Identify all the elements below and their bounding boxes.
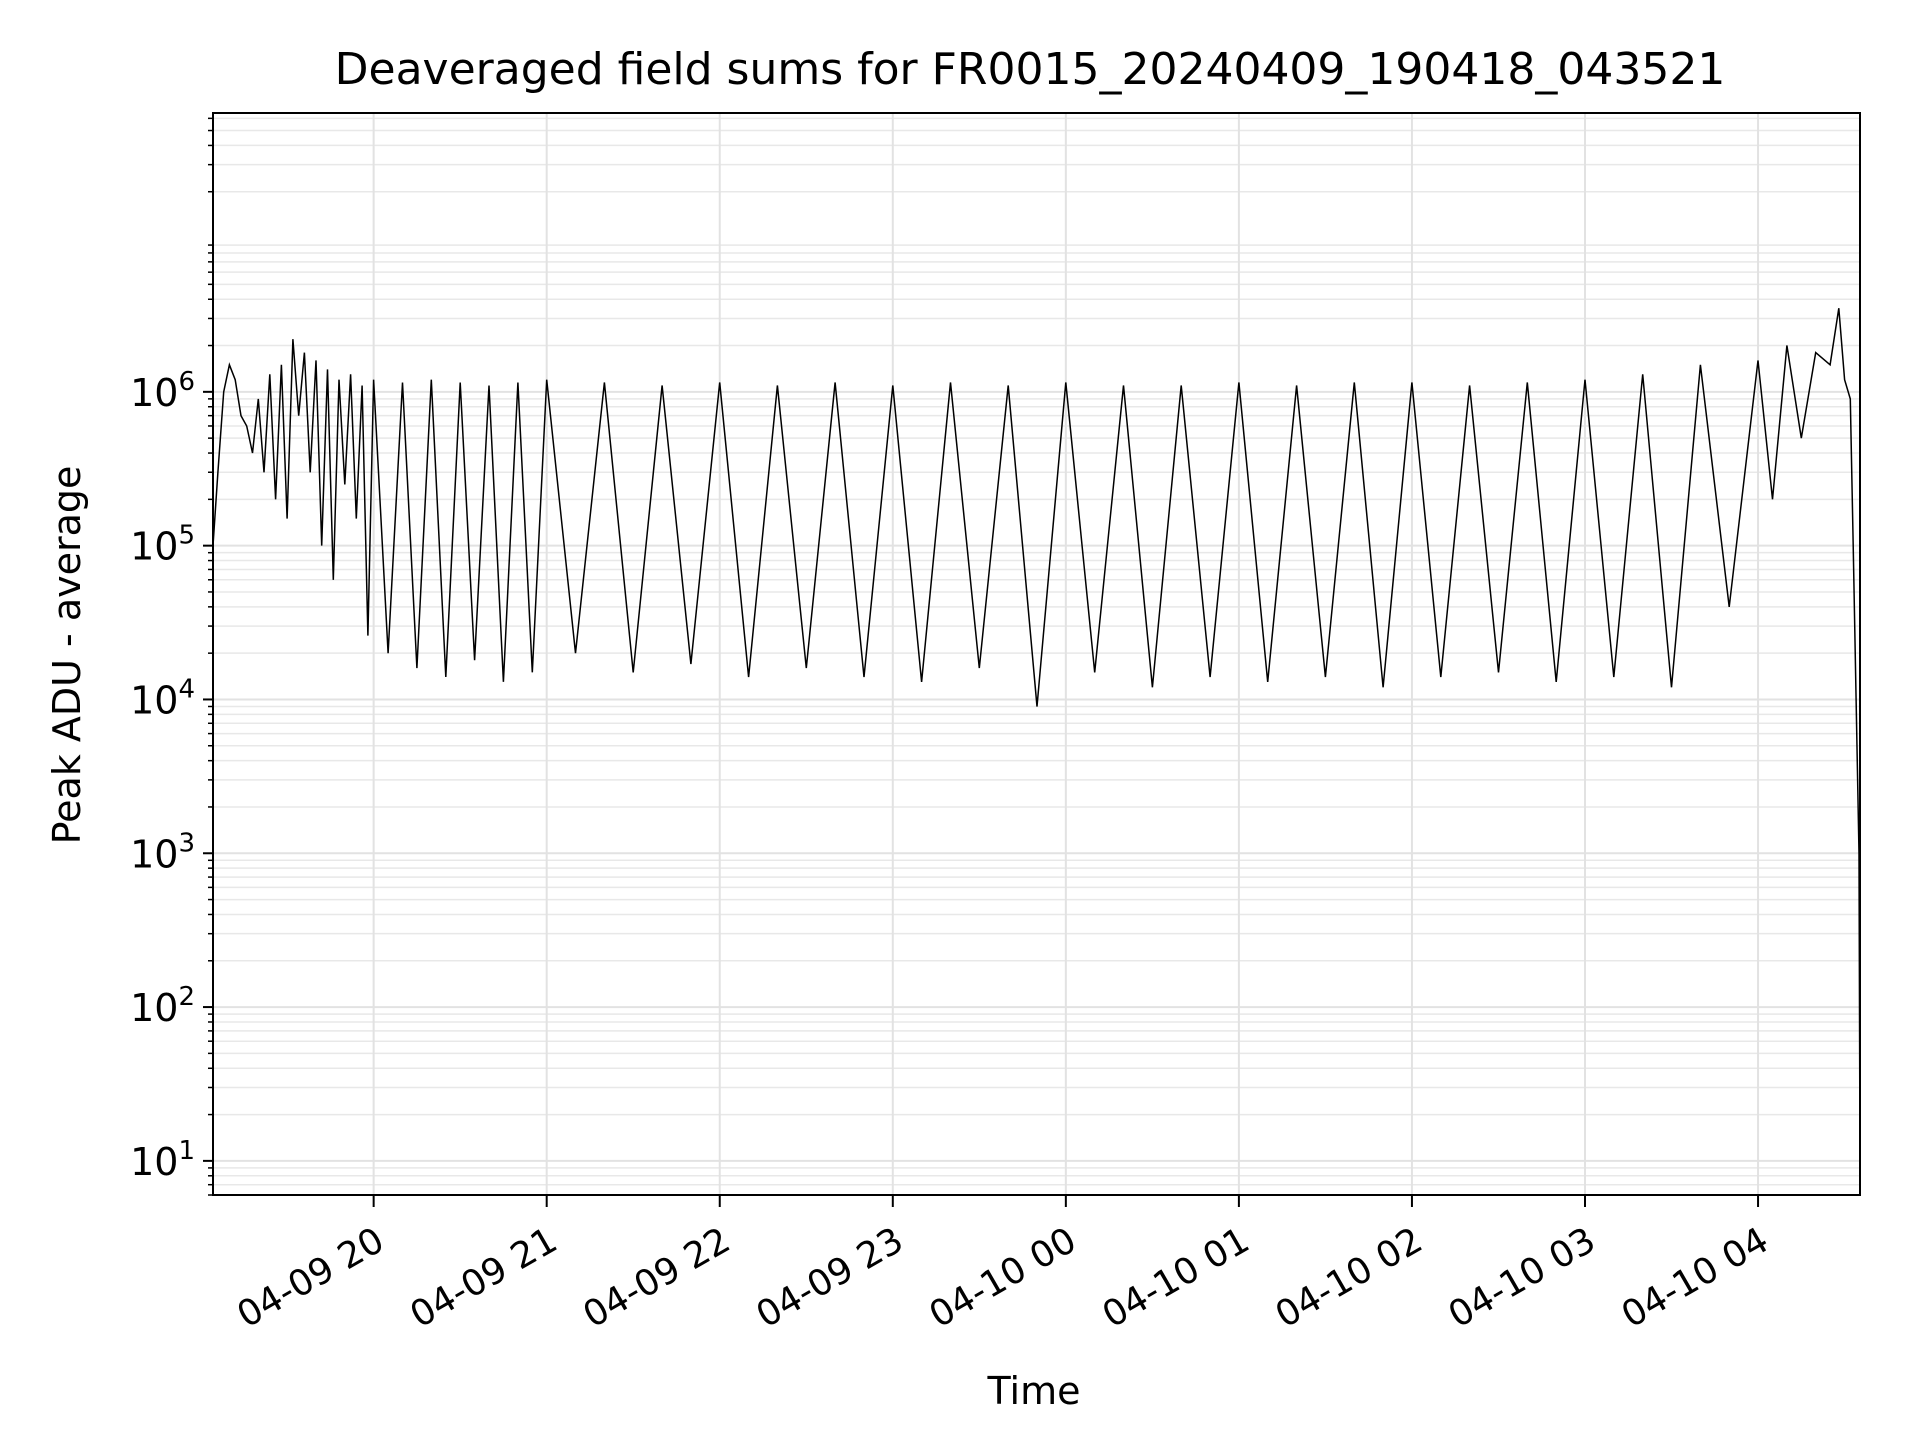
y-tick-label-exponent: 6 — [178, 367, 195, 397]
y-tick-label-base: 10 — [130, 1140, 178, 1184]
y-tick-label: 101 — [130, 1136, 195, 1184]
y-tick-label-exponent: 4 — [178, 674, 195, 704]
plot-area-frame — [212, 112, 1861, 1196]
y-tick-label-exponent: 3 — [178, 828, 195, 858]
y-tick-label: 102 — [130, 982, 195, 1030]
y-tick-label-base: 10 — [130, 525, 178, 569]
y-tick-label: 104 — [130, 674, 195, 722]
y-tick-label-base: 10 — [130, 678, 178, 722]
series-layer — [212, 308, 1861, 1161]
series-line — [212, 308, 1861, 1161]
y-tick-label-exponent: 1 — [178, 1136, 195, 1166]
y-tick-label: 105 — [130, 521, 195, 569]
chart-title: Deaveraged field sums for FR0015_2024040… — [335, 44, 1726, 95]
y-tick-label-base: 10 — [130, 371, 178, 415]
y-tick-label: 103 — [130, 828, 195, 876]
y-tick-label-exponent: 2 — [178, 982, 195, 1012]
y-tick-label-exponent: 5 — [178, 521, 195, 551]
y-tick-label-base: 10 — [130, 832, 178, 876]
y-tick-label-base: 10 — [130, 986, 178, 1030]
y-tick-label: 106 — [130, 367, 195, 415]
x-axis-label: Time — [987, 1369, 1081, 1413]
y-axis-label: Peak ADU - average — [45, 466, 89, 845]
